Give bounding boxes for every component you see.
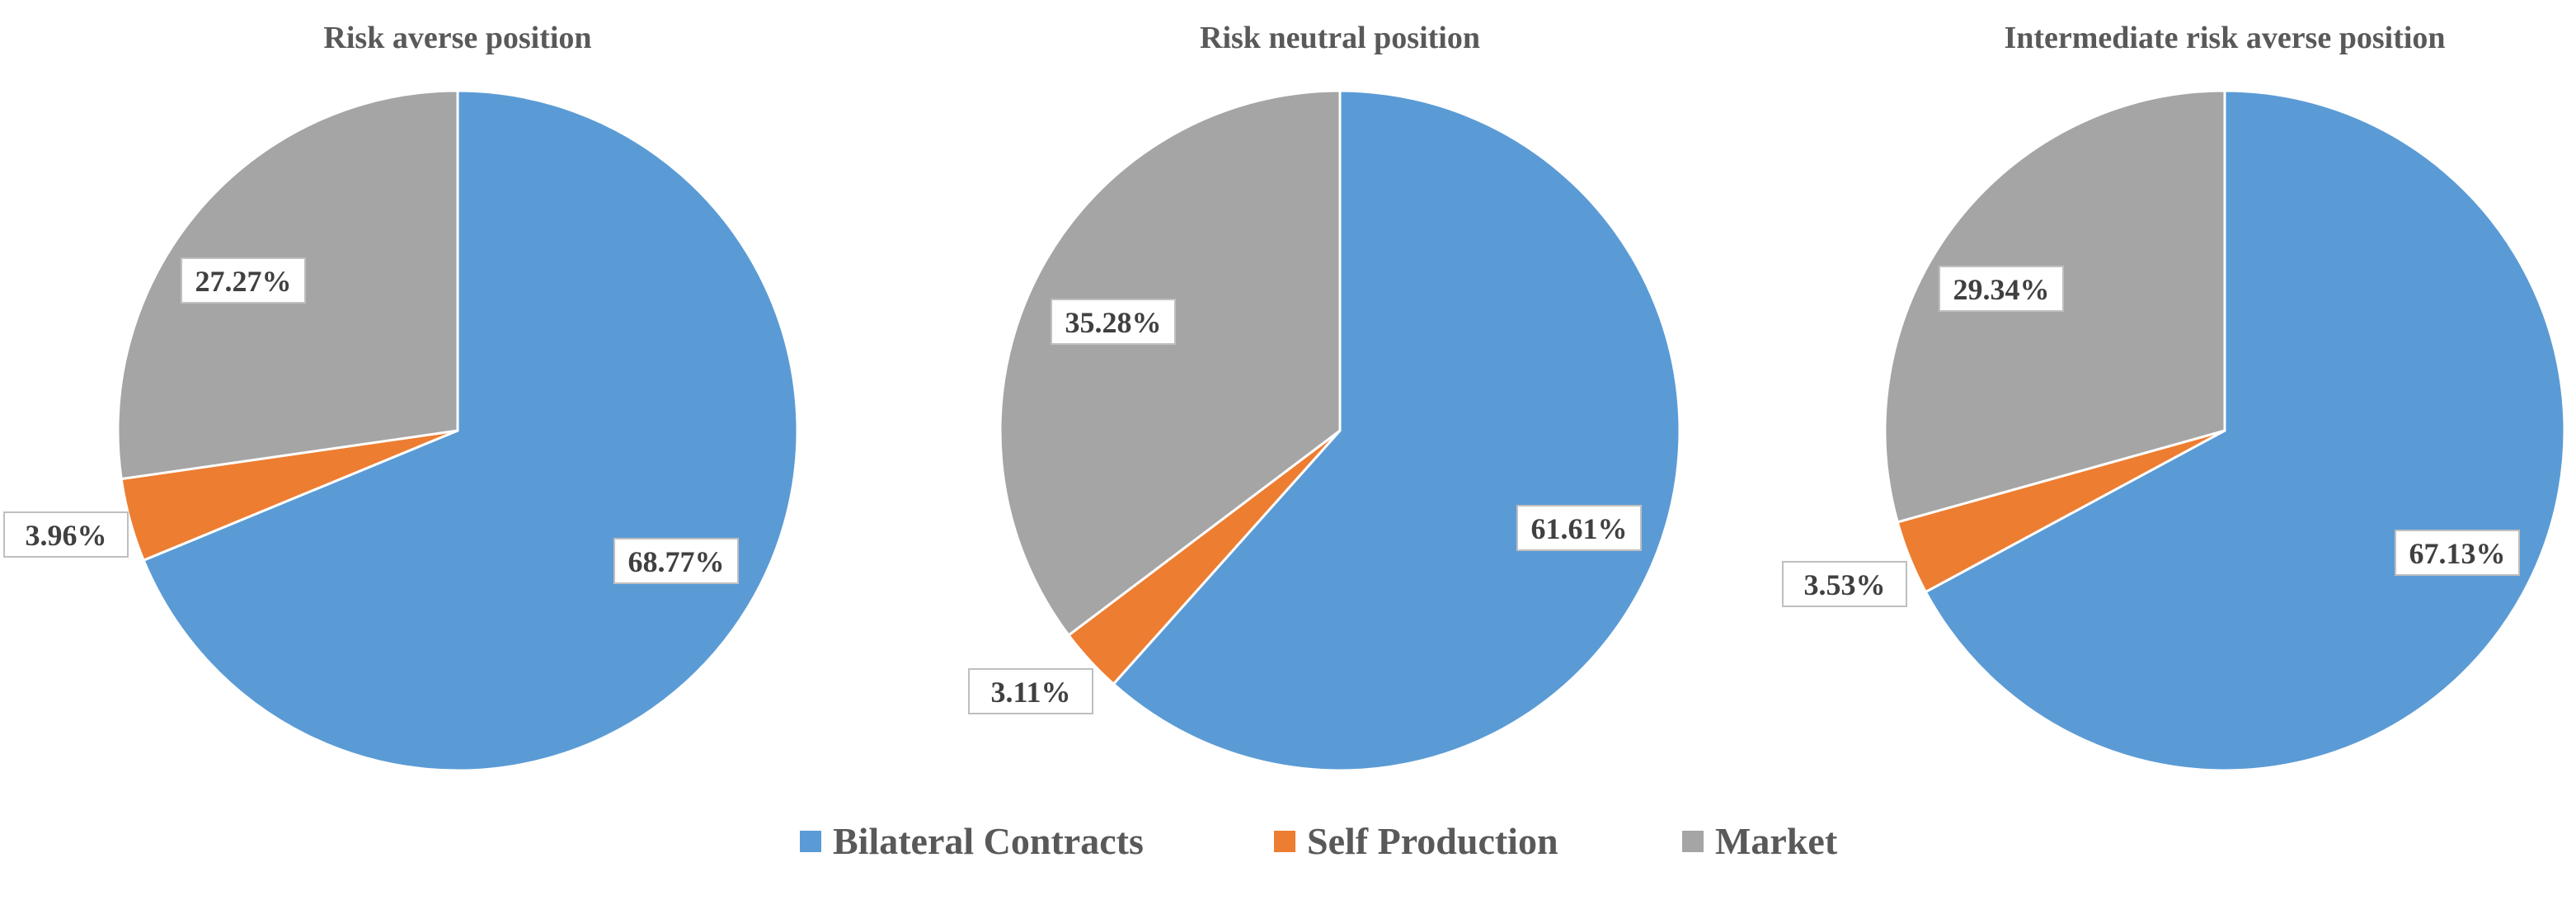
charts-layer: Risk averse position68.77%3.96%27.27%Ris… (3, 21, 2566, 772)
data-label-box (181, 257, 306, 304)
data-label-box (1782, 561, 1907, 607)
pie-chart-1: Risk averse position 68.77% 3.96% 27.27% (3, 21, 799, 772)
data-label-value: 67.13% (2409, 537, 2506, 570)
data-label: 29.34% (1939, 266, 2064, 312)
data-label-value: 3.11% (990, 676, 1070, 709)
data-label: 3.96% (3, 511, 129, 558)
data-label-value: 3.96% (26, 519, 107, 552)
legend-label: Market (1715, 820, 1838, 862)
data-label-box (2395, 530, 2520, 576)
data-label-value: 61.61% (1531, 512, 1628, 545)
pie-chart-2: Risk neutral position 61.61% 3.11% 35.28% (968, 21, 1681, 772)
legend-swatch (1274, 831, 1295, 852)
chart-title: Intermediate risk averse position (2004, 21, 2445, 55)
legend-item-bilateral-contracts: Bilateral Contracts (800, 820, 1144, 862)
pie-slice-bilateral-contracts (142, 89, 799, 772)
legend-swatch (1682, 831, 1704, 852)
pie-slice-bilateral-contracts (1924, 89, 2566, 772)
legend-label: Bilateral Contracts (833, 820, 1144, 862)
data-label: 68.77% (613, 538, 739, 584)
data-label-box (1516, 505, 1642, 551)
data-label: 27.27% (181, 257, 306, 304)
legend-item-self-production: Self Production (1274, 820, 1558, 862)
data-label: 35.28% (1051, 299, 1176, 345)
data-label: 3.53% (1782, 561, 1907, 607)
data-label-value: 35.28% (1065, 306, 1162, 339)
data-label-box (613, 538, 739, 584)
pie-slice-market (999, 89, 1342, 638)
data-label-box (1051, 299, 1176, 345)
data-label-box (3, 511, 129, 558)
data-label: 61.61% (1516, 505, 1642, 551)
chart-title: Risk neutral position (1200, 21, 1480, 55)
pie-chart-3: Intermediate risk averse position 67.13% 3… (1782, 21, 2566, 772)
pie-slice-bilateral-contracts (1112, 89, 1681, 772)
data-label-value: 29.34% (1953, 273, 2050, 306)
legend-swatch (800, 831, 821, 852)
data-label: 67.13% (2395, 530, 2520, 576)
legend: Bilateral Contracts Self Production Market (800, 820, 1838, 862)
data-label-box (1939, 266, 2064, 312)
data-label: 3.11% (968, 668, 1093, 714)
legend-label: Self Production (1307, 820, 1558, 862)
data-label-value: 68.77% (628, 545, 725, 578)
data-label-box (968, 668, 1093, 714)
chart-title: Risk averse position (323, 21, 591, 55)
data-label-value: 3.53% (1804, 568, 1886, 601)
legend-item-market: Market (1682, 820, 1838, 862)
data-label-value: 27.27% (195, 265, 292, 298)
